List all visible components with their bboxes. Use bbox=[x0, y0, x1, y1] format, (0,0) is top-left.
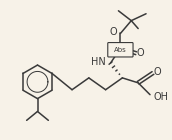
FancyBboxPatch shape bbox=[108, 43, 133, 57]
Text: Abs: Abs bbox=[114, 47, 127, 53]
Text: HN: HN bbox=[91, 57, 106, 67]
Text: O: O bbox=[110, 27, 117, 38]
Text: O: O bbox=[136, 48, 144, 58]
Text: OH: OH bbox=[154, 92, 169, 102]
Text: O: O bbox=[153, 67, 161, 77]
